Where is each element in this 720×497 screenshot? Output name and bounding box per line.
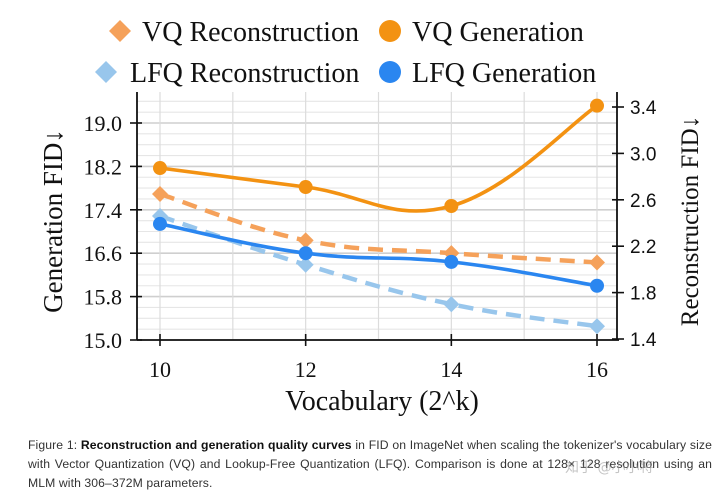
x-tick-label: 10 xyxy=(149,357,171,382)
grid xyxy=(137,92,617,341)
y-axis-label-left: Generation FID↓ xyxy=(38,129,68,313)
data-point-lfq-generation xyxy=(298,246,313,261)
legend-label: LFQ Generation xyxy=(412,58,596,89)
data-point-vq-generation xyxy=(298,180,313,195)
y-tick-label-left: 15.8 xyxy=(84,285,123,310)
data-point-vq-reconstruction xyxy=(152,186,168,202)
legend-item-lfq-generation: LFQ Generation xyxy=(379,58,596,89)
y-tick-label-right: 3.0 xyxy=(630,144,656,165)
legend-marker-diamond-icon xyxy=(109,20,131,42)
series-lfq-generation xyxy=(153,216,604,293)
y-tick-label-right: 1.4 xyxy=(630,330,657,351)
data-point-vq-reconstruction xyxy=(297,232,314,249)
data-point-lfq-reconstruction xyxy=(589,318,605,335)
watermark: 知乎 @小小将 xyxy=(565,460,654,476)
y-tick-label-left: 15.0 xyxy=(84,328,123,353)
caption-rest: in FID on ImageNet when scaling the toke… xyxy=(28,438,712,490)
x-axis-label: Vocabulary (2^k) xyxy=(285,386,479,417)
legend-item-lfq-reconstruction: LFQ Reconstruction xyxy=(95,58,359,89)
data-point-lfq-generation xyxy=(590,278,604,293)
legend-item-vq-reconstruction: VQ Reconstruction xyxy=(109,17,359,48)
data-point-lfq-reconstruction xyxy=(297,256,314,273)
legend-marker-circle-icon xyxy=(379,61,401,83)
x-tick-label: 14 xyxy=(440,357,462,382)
series-line-lfq-reconstruction xyxy=(159,213,598,329)
y-axis-label-right: Reconstruction FID↓ xyxy=(677,116,704,326)
legend-label: VQ Reconstruction xyxy=(142,17,359,48)
legend-marker-circle-icon xyxy=(379,20,401,42)
legend-label: VQ Generation xyxy=(412,17,584,48)
axes: 10 12 14 16 19.0 18.2 17.4 16.6 15.8 15.0 3.4 3.0 2.… xyxy=(84,92,657,382)
data-point-vq-generation xyxy=(444,199,459,214)
y-tick-label-right: 1.8 xyxy=(630,284,656,305)
data-point-vq-generation xyxy=(153,161,167,176)
figure-caption: Figure 1: Reconstruction and generation … xyxy=(28,436,712,493)
series-line-vq-reconstruction xyxy=(159,191,598,265)
data-point-vq-generation xyxy=(590,98,604,113)
y-tick-label-right: 3.4 xyxy=(630,98,657,119)
y-tick-label-left: 17.4 xyxy=(84,198,123,223)
x-tick-label: 16 xyxy=(586,357,608,382)
series-line-lfq-generation xyxy=(159,222,598,288)
y-tick-label-right: 2.2 xyxy=(630,237,656,258)
series-group xyxy=(152,98,605,335)
y-tick-label-left: 19.0 xyxy=(84,111,123,136)
legend-item-vq-generation: VQ Generation xyxy=(379,17,584,48)
data-point-lfq-generation xyxy=(153,216,167,231)
legend-marker-diamond-icon xyxy=(95,61,117,83)
data-point-lfq-generation xyxy=(444,254,459,269)
series-vq-generation xyxy=(153,98,604,214)
caption-bold: Reconstruction and generation quality cu… xyxy=(80,438,352,452)
x-tick-label: 12 xyxy=(295,357,317,382)
legend-label: LFQ Reconstruction xyxy=(130,58,359,89)
y-tick-label-right: 2.6 xyxy=(630,191,656,212)
series-line-vq-generation xyxy=(159,104,599,213)
chart: VQ Reconstruction VQ Generation LFQ Recons… xyxy=(38,17,704,417)
data-point-lfq-reconstruction xyxy=(443,296,460,313)
legend: VQ Reconstruction VQ Generation LFQ Recons… xyxy=(95,17,596,89)
caption-prefix: Figure 1: xyxy=(28,438,81,452)
y-tick-label-left: 16.6 xyxy=(84,241,123,266)
y-tick-label-left: 18.2 xyxy=(84,154,123,179)
data-point-vq-reconstruction xyxy=(589,254,605,271)
